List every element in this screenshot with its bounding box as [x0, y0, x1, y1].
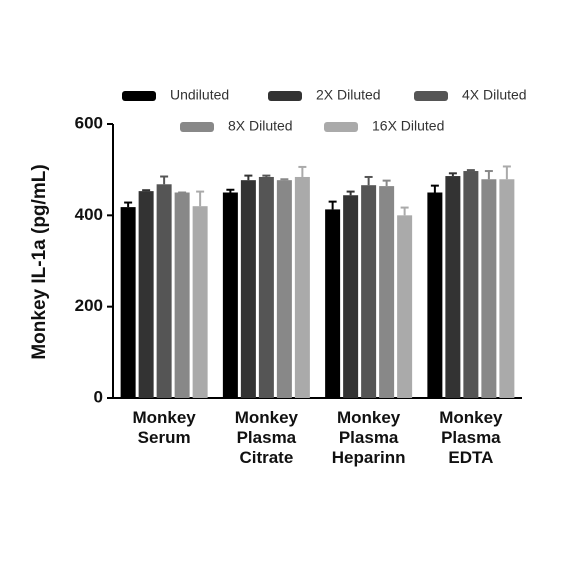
bar [481, 179, 497, 398]
x-tick-label: Monkey Serum [132, 408, 196, 447]
bar [276, 180, 292, 398]
y-axis-label: Monkey IL-1a (pg/mL) [29, 164, 50, 359]
legend-swatch [414, 91, 448, 101]
bar [325, 209, 341, 398]
legend-label: Undiluted [170, 87, 229, 103]
bar [379, 186, 395, 398]
bar [427, 192, 443, 398]
bar [499, 179, 515, 398]
legend-swatch [180, 122, 214, 132]
legend-swatch [122, 91, 156, 101]
bar [463, 171, 479, 398]
y-tick-label: 200 [75, 296, 103, 315]
x-tick-label: Monkey Plasma EDTA [439, 408, 503, 467]
bar [397, 215, 413, 398]
bar [294, 176, 310, 398]
y-tick-label: 400 [75, 205, 103, 224]
bar [445, 176, 461, 398]
bar [174, 192, 190, 398]
bar [343, 195, 359, 398]
x-tick-label: Monkey Plasma Citrate [234, 408, 299, 467]
bar [156, 184, 172, 398]
bar [240, 180, 256, 398]
legend-label: 4X Diluted [462, 87, 527, 103]
bar [192, 206, 208, 398]
bar [138, 191, 154, 398]
y-tick-label: 600 [75, 113, 103, 132]
legend-swatch [268, 91, 302, 101]
bar [258, 176, 274, 398]
bar [120, 207, 136, 398]
legend-label: 2X Diluted [316, 87, 381, 103]
bar [361, 185, 377, 398]
y-tick-label: 0 [94, 387, 103, 406]
x-tick-label: Monkey Plasma Heparinn [331, 408, 406, 467]
bar [222, 192, 238, 398]
legend-label: 8X Diluted [228, 118, 293, 134]
legend-swatch [324, 122, 358, 132]
legend-label: 16X Diluted [372, 118, 444, 134]
